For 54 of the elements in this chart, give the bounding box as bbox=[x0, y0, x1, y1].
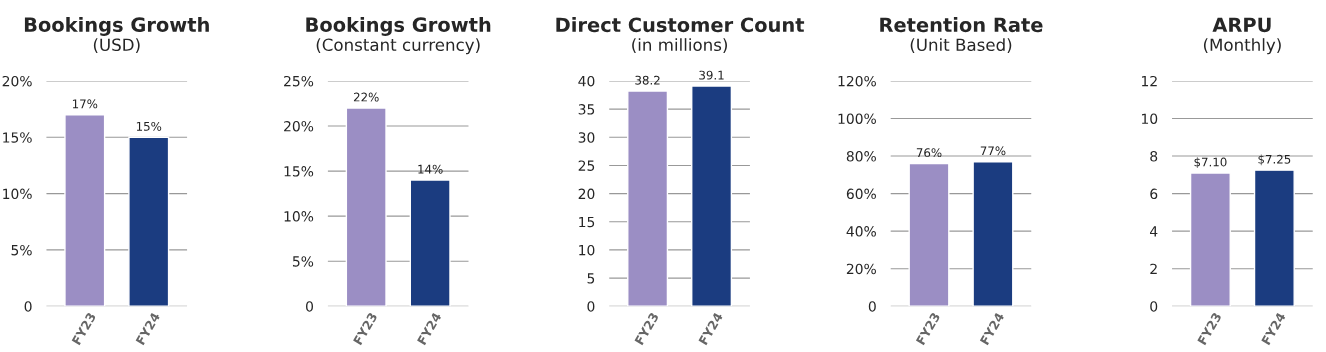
y-tick-label: 0 bbox=[587, 301, 595, 312]
data-label: 38.2 bbox=[635, 75, 660, 85]
chart-subtitle: (USD) bbox=[93, 38, 140, 54]
y-tick-label: 20 bbox=[578, 188, 595, 200]
y-tick-label: 120% bbox=[838, 75, 876, 87]
y-tick-label: 5% bbox=[11, 244, 32, 256]
y-tick-label: 5 bbox=[587, 273, 595, 284]
chart-subtitle: (in millions) bbox=[632, 38, 727, 54]
y-tick-label: 15 bbox=[579, 216, 595, 228]
y-tick-label: 15% bbox=[3, 132, 32, 143]
y-tick-label: 80% bbox=[846, 151, 876, 162]
chart-title: Bookings Growth bbox=[306, 16, 491, 36]
data-label: $7.10 bbox=[1194, 157, 1227, 169]
data-label: 14% bbox=[418, 164, 443, 174]
y-tick-label: 4 bbox=[1149, 226, 1158, 237]
data-label: 39.1 bbox=[699, 70, 724, 80]
data-label: $7.25 bbox=[1258, 154, 1291, 166]
y-tick-label: 25% bbox=[284, 75, 314, 87]
y-tick-label: 2 bbox=[1150, 263, 1157, 274]
data-label: 17% bbox=[72, 99, 98, 109]
y-tick-label: 35 bbox=[578, 104, 595, 115]
y-tick-label: 20% bbox=[284, 120, 314, 132]
y-tick-label: 0 bbox=[1150, 301, 1158, 312]
y-tick-label: 0 bbox=[24, 301, 32, 312]
y-tick-label: 20% bbox=[2, 75, 32, 87]
chart-title: ARPU bbox=[1212, 17, 1271, 33]
y-tick-label: 60% bbox=[846, 188, 876, 200]
chart-title: Direct Customer Count bbox=[556, 17, 805, 33]
y-tick-label: 10% bbox=[3, 188, 32, 200]
data-label: 22% bbox=[353, 92, 379, 102]
y-tick-label: 25 bbox=[578, 160, 595, 171]
data-label: 76% bbox=[916, 148, 942, 158]
data-label: 77% bbox=[980, 146, 1006, 156]
chart-title: Retention Rate bbox=[880, 17, 1043, 33]
y-tick-label: 15% bbox=[284, 166, 314, 177]
y-tick-label: 10% bbox=[284, 211, 314, 222]
y-tick-label: 10 bbox=[1142, 113, 1158, 124]
chart-subtitle: (Monthly) bbox=[1203, 38, 1281, 55]
chart-title: Bookings Growth bbox=[24, 16, 209, 36]
y-tick-label: 0 bbox=[868, 301, 876, 312]
y-tick-label: 8 bbox=[1150, 151, 1158, 162]
chart-subtitle: (Constant currency) bbox=[316, 38, 480, 55]
y-tick-label: 100% bbox=[838, 113, 876, 124]
y-tick-label: 40% bbox=[846, 226, 876, 237]
data-label: 15% bbox=[136, 121, 162, 131]
y-tick-label: 40 bbox=[578, 75, 595, 87]
y-tick-label: 20% bbox=[846, 263, 876, 275]
y-tick-label: 6 bbox=[1150, 188, 1158, 200]
chart-subtitle: (Unit Based) bbox=[910, 38, 1012, 54]
y-tick-label: 12 bbox=[1142, 75, 1157, 87]
y-tick-label: 30 bbox=[578, 132, 595, 143]
y-tick-label: 0 bbox=[306, 301, 314, 312]
y-tick-label: 10 bbox=[579, 244, 595, 256]
y-tick-label: 5% bbox=[292, 256, 314, 267]
